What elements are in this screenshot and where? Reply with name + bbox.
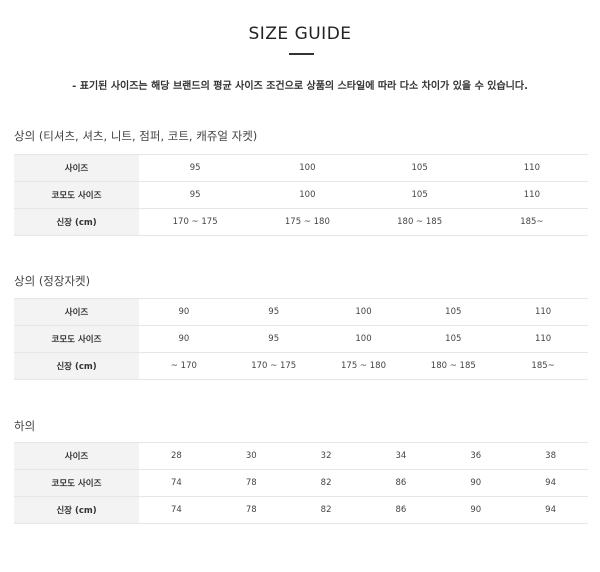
table-cell: 94	[513, 496, 588, 524]
row-label: 코모도 사이즈	[14, 325, 139, 353]
row-label: 신장 (cm)	[14, 496, 139, 524]
table-row: 코모도 사이즈 90 95 100 105 110	[14, 325, 588, 353]
table-cell: 78	[213, 469, 289, 497]
table-cell: 90	[438, 496, 514, 524]
table-cell: 100	[251, 181, 364, 209]
table-row: 코모도 사이즈 95 100 105 110	[14, 181, 588, 209]
table-cell: 78	[213, 496, 289, 524]
table-cell: 34	[363, 442, 439, 470]
table-row: 사이즈 28 30 32 34 36 38	[14, 442, 588, 470]
table-cell: 110	[498, 298, 588, 326]
table-cell: 110	[498, 325, 588, 353]
page-title: SIZE GUIDE	[248, 24, 352, 44]
table-cell: 74	[139, 469, 214, 497]
table-cell: 95	[228, 298, 319, 326]
table-cell: 100	[251, 154, 364, 182]
table-cell: 180 ~ 185	[408, 352, 499, 380]
table-cell: 185~	[475, 208, 588, 236]
table-cell: 90	[438, 469, 514, 497]
table-cell: 86	[363, 496, 439, 524]
row-label: 사이즈	[14, 442, 139, 470]
title-underline	[289, 53, 314, 55]
row-label: 코모도 사이즈	[14, 469, 139, 497]
section-title: 상의 (정장자켓)	[14, 274, 91, 288]
section-title: 하의	[14, 419, 36, 433]
table-row: 신장 (cm) ~ 170 170 ~ 175 175 ~ 180 180 ~ 185 1…	[14, 352, 588, 380]
size-table: 사이즈 95 100 105 110 코모도 사이즈 95 100 105 110 신장 (cm) 1…	[14, 154, 588, 236]
table-cell: 86	[363, 469, 439, 497]
table-cell: 95	[139, 181, 252, 209]
table-cell: 110	[475, 154, 588, 182]
table-cell: ~ 170	[139, 352, 229, 380]
table-cell: 36	[438, 442, 514, 470]
table-cell: 32	[288, 442, 364, 470]
table-cell: 105	[363, 154, 476, 182]
table-cell: 82	[288, 496, 364, 524]
table-cell: 38	[513, 442, 588, 470]
table-cell: 28	[139, 442, 214, 470]
table-cell: 170 ~ 175	[228, 352, 319, 380]
table-cell: 74	[139, 496, 214, 524]
table-cell: 175 ~ 180	[318, 352, 409, 380]
table-cell: 180 ~ 185	[363, 208, 476, 236]
size-table: 사이즈 28 30 32 34 36 38 코모도 사이즈 74 78 82 86 90 94 신장 (cm…	[14, 442, 588, 524]
table-row: 신장 (cm) 170 ~ 175 175 ~ 180 180 ~ 185 185~	[14, 208, 588, 236]
table-cell: 185~	[498, 352, 588, 380]
size-table: 사이즈 90 95 100 105 110 코모도 사이즈 90 95 100 105 110 신장 (…	[14, 298, 588, 380]
table-cell: 90	[139, 325, 229, 353]
row-label: 신장 (cm)	[14, 352, 139, 380]
row-label: 신장 (cm)	[14, 208, 139, 236]
table-row: 사이즈 90 95 100 105 110	[14, 298, 588, 326]
table-cell: 94	[513, 469, 588, 497]
table-cell: 30	[213, 442, 289, 470]
table-cell: 105	[408, 325, 499, 353]
table-cell: 100	[318, 325, 409, 353]
table-cell: 170 ~ 175	[139, 208, 252, 236]
size-notice: - 표기된 사이즈는 해당 브랜드의 평균 사이즈 조건으로 상품의 스타일에 …	[72, 81, 528, 92]
table-row: 코모도 사이즈 74 78 82 86 90 94	[14, 469, 588, 497]
table-cell: 95	[139, 154, 252, 182]
table-row: 신장 (cm) 74 78 82 86 90 94	[14, 496, 588, 524]
table-row: 사이즈 95 100 105 110	[14, 154, 588, 182]
table-cell: 105	[363, 181, 476, 209]
table-cell: 105	[408, 298, 499, 326]
table-cell: 100	[318, 298, 409, 326]
section-title: 상의 (티셔츠, 셔츠, 니트, 점퍼, 코트, 캐쥬얼 자켓)	[14, 129, 258, 143]
table-cell: 95	[228, 325, 319, 353]
table-cell: 110	[475, 181, 588, 209]
table-cell: 175 ~ 180	[251, 208, 364, 236]
row-label: 코모도 사이즈	[14, 181, 139, 209]
row-label: 사이즈	[14, 154, 139, 182]
row-label: 사이즈	[14, 298, 139, 326]
table-cell: 82	[288, 469, 364, 497]
table-cell: 90	[139, 298, 229, 326]
